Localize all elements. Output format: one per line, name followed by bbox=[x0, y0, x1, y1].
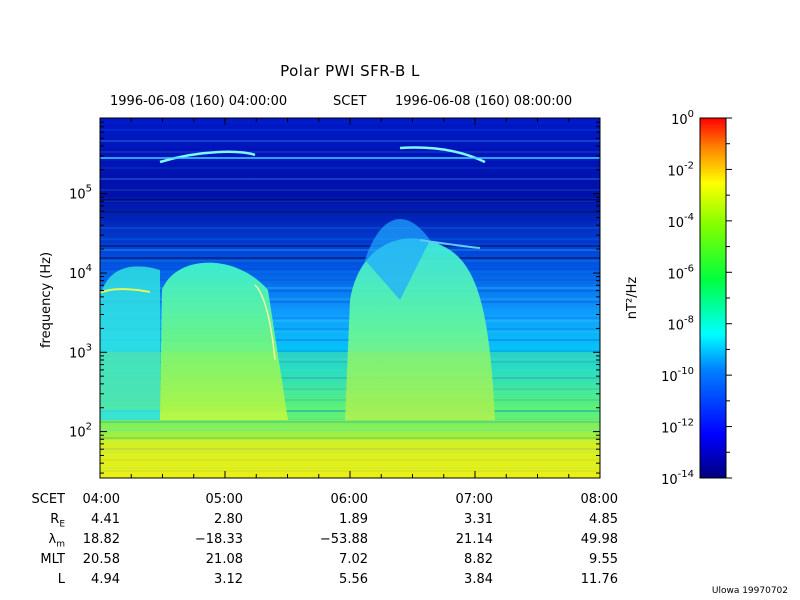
ephemeris-value-scet: 04:00 bbox=[82, 492, 120, 507]
ephemeris-value-lambda-m: 18.82 bbox=[82, 532, 120, 547]
colorbar-tick-label: 10-10 bbox=[661, 366, 694, 385]
ephemeris-value-lambda-m: −18.33 bbox=[194, 532, 243, 547]
colorbar bbox=[699, 117, 727, 479]
ephemeris-label-scet: SCET bbox=[31, 492, 65, 507]
ephemeris-value-re: 4.41 bbox=[91, 512, 120, 527]
y-tick-label: 103 bbox=[69, 342, 92, 361]
colorbar-tick-label: 10-12 bbox=[661, 418, 694, 437]
colorbar-tick-label: 10-8 bbox=[667, 315, 694, 334]
ephemeris-value-scet: 05:00 bbox=[205, 492, 243, 507]
ephemeris-value-mlt: 21.08 bbox=[205, 552, 243, 567]
ephemeris-label-l: L bbox=[57, 572, 65, 587]
ephemeris-label-mlt: MLT bbox=[40, 552, 65, 567]
ephemeris-value-lambda-m: 21.14 bbox=[455, 532, 493, 547]
header-scet-label: SCET bbox=[333, 94, 367, 109]
ephemeris-value-scet: 08:00 bbox=[580, 492, 618, 507]
y-tick-label: 102 bbox=[69, 422, 92, 441]
header-start-time: 1996-06-08 (160) 04:00:00 bbox=[110, 94, 288, 109]
ephemeris-value-l: 4.94 bbox=[91, 572, 120, 587]
y-axis: 102 103 104 105 bbox=[69, 117, 600, 474]
ephemeris-value-lambda-m: −53.88 bbox=[319, 532, 368, 547]
ephemeris-value-mlt: 9.55 bbox=[589, 552, 618, 567]
ephemeris-value-l: 3.84 bbox=[464, 572, 493, 587]
ephemeris-value-re: 4.85 bbox=[589, 512, 618, 527]
ephemeris-value-scet: 06:00 bbox=[330, 492, 368, 507]
colorbar-tick-label: 10-2 bbox=[667, 160, 694, 179]
x-axis bbox=[99, 118, 601, 478]
ephemeris-value-l: 3.12 bbox=[214, 572, 243, 587]
spectrogram-image bbox=[100, 118, 600, 478]
y-axis-label: frequency (Hz) bbox=[39, 252, 54, 348]
colorbar-tick-label: 10-6 bbox=[667, 263, 694, 282]
ephemeris-label-re: RE bbox=[50, 512, 65, 530]
ephemeris-value-lambda-m: 49.98 bbox=[580, 532, 618, 547]
colorbar-tick-label: 10-4 bbox=[667, 212, 694, 231]
colorbar-tick-label: 10-14 bbox=[661, 469, 694, 488]
chart-title: Polar PWI SFR-B L bbox=[280, 62, 420, 80]
ephemeris-value-re: 3.31 bbox=[464, 512, 493, 527]
ephemeris-value-scet: 07:00 bbox=[455, 492, 493, 507]
credit-text: Ulowa 19970702 bbox=[711, 586, 788, 596]
colorbar-tick-label: 100 bbox=[671, 109, 694, 128]
ephemeris-value-re: 2.80 bbox=[214, 512, 243, 527]
ephemeris-value-mlt: 8.82 bbox=[464, 552, 493, 567]
ephemeris-value-re: 1.89 bbox=[339, 512, 368, 527]
ephemeris-value-l: 5.56 bbox=[339, 572, 368, 587]
ephemeris-label-lambda-m: λm bbox=[48, 532, 65, 550]
header-end-time: 1996-06-08 (160) 08:00:00 bbox=[395, 94, 573, 109]
ephemeris-value-l: 11.76 bbox=[580, 572, 618, 587]
ephemeris-value-mlt: 7.02 bbox=[339, 552, 368, 567]
colorbar-axis: 100 10-2 10-4 10-6 10-8 10-10 10-12 10-14 bbox=[661, 109, 732, 488]
y-tick-label: 105 bbox=[69, 184, 92, 203]
ephemeris-value-mlt: 20.58 bbox=[82, 552, 120, 567]
colorbar-label: nT²/Hz bbox=[625, 277, 640, 320]
y-tick-label: 104 bbox=[69, 263, 92, 282]
